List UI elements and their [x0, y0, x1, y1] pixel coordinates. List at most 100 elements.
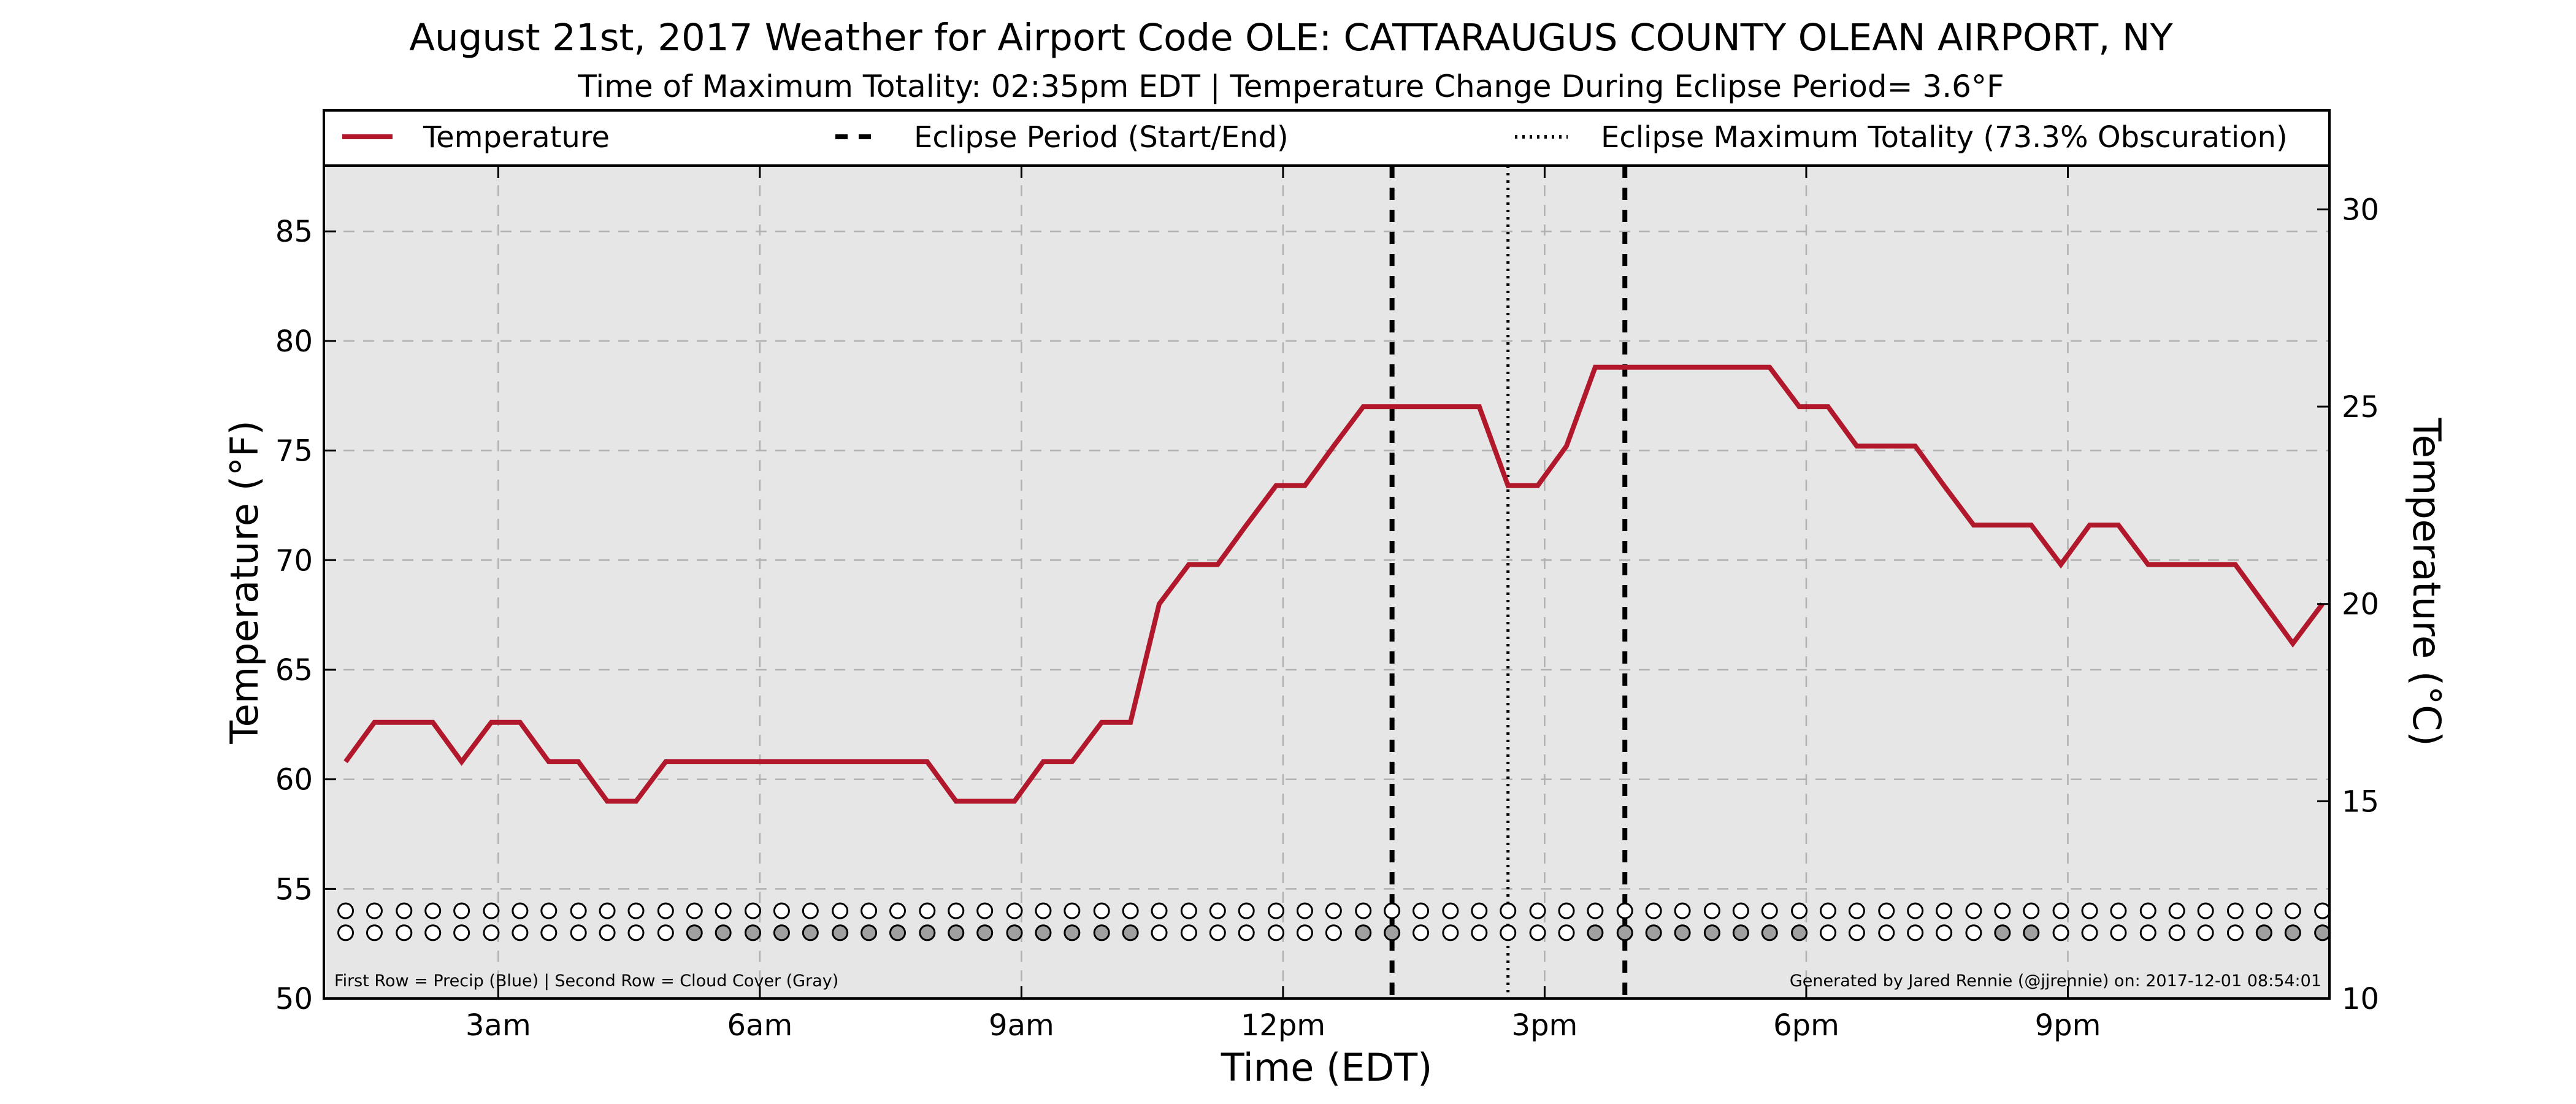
cloud-marker-27 — [1122, 924, 1139, 941]
cloud-marker-47 — [1703, 924, 1720, 941]
cloud-marker-55 — [1936, 924, 1953, 941]
cloud-marker-65 — [2226, 924, 2244, 941]
precip-marker-15 — [773, 902, 790, 919]
cloud-marker-37 — [1413, 924, 1430, 941]
cloud-marker-12 — [686, 924, 703, 941]
precip-marker-55 — [1936, 902, 1953, 919]
y-tick-label-0: 50 — [275, 982, 313, 1016]
precip-marker-24 — [1035, 902, 1052, 919]
cloud-marker-29 — [1180, 924, 1197, 941]
cloud-marker-31 — [1238, 924, 1255, 941]
cloud-marker-66 — [2255, 924, 2272, 941]
annotation-right: Generated by Jared Rennie (@jjrennie) on… — [1790, 972, 2321, 991]
precip-marker-45 — [1645, 902, 1662, 919]
cloud-marker-67 — [2284, 924, 2301, 941]
precip-marker-33 — [1296, 902, 1313, 919]
precip-marker-35 — [1355, 902, 1372, 919]
precip-marker-47 — [1703, 902, 1720, 919]
cloud-marker-41 — [1529, 924, 1546, 941]
cloud-marker-18 — [861, 924, 878, 941]
cloud-marker-56 — [1965, 924, 1982, 941]
cloud-marker-33 — [1296, 924, 1313, 941]
precip-marker-31 — [1238, 902, 1255, 919]
cloud-marker-17 — [832, 924, 849, 941]
y2-tick-label-1: 15 — [2342, 784, 2379, 819]
cloud-marker-44 — [1616, 924, 1633, 941]
precip-marker-14 — [744, 902, 761, 919]
cloud-marker-4 — [453, 924, 470, 941]
legend-eclipse-period-label: Eclipse Period (Start/End) — [914, 120, 1289, 155]
precip-marker-11 — [657, 902, 674, 919]
cloud-marker-8 — [570, 924, 587, 941]
precip-marker-51 — [1820, 902, 1836, 919]
cloud-marker-39 — [1471, 924, 1488, 941]
cloud-marker-49 — [1761, 924, 1778, 941]
cloud-marker-58 — [2023, 924, 2040, 941]
cloud-marker-36 — [1384, 924, 1401, 941]
cloud-marker-50 — [1791, 924, 1808, 941]
x-tick-label-3: 12pm — [1241, 1008, 1325, 1043]
cloud-marker-10 — [627, 924, 645, 941]
precip-marker-13 — [715, 902, 732, 919]
y2-tick-label-2: 20 — [2342, 588, 2379, 622]
cloud-marker-26 — [1093, 924, 1110, 941]
precip-marker-38 — [1442, 902, 1459, 919]
cloud-marker-53 — [1878, 924, 1895, 941]
precip-marker-57 — [1994, 902, 2011, 919]
precip-marker-56 — [1965, 902, 1982, 919]
precip-marker-58 — [2023, 902, 2040, 919]
cloud-marker-32 — [1268, 924, 1285, 941]
precip-marker-46 — [1674, 902, 1691, 919]
legend-box — [323, 109, 2331, 167]
series-group — [343, 364, 2325, 804]
plot-frame — [323, 164, 2331, 1000]
plot-area — [324, 166, 2329, 999]
precip-marker-29 — [1180, 902, 1197, 919]
cloud-marker-2 — [396, 924, 413, 941]
cloud-marker-23 — [1006, 924, 1023, 941]
legend-eclipse-max-label: Eclipse Maximum Totality (73.3% Obscurat… — [1601, 120, 2288, 155]
cloud-marker-30 — [1209, 924, 1226, 941]
cloud-marker-13 — [715, 924, 732, 941]
precip-marker-64 — [2197, 902, 2214, 919]
precip-marker-41 — [1529, 902, 1546, 919]
precip-marker-23 — [1006, 902, 1023, 919]
y-tick-label-7: 85 — [275, 215, 313, 249]
cloud-marker-60 — [2081, 924, 2098, 941]
cloud-marker-7 — [540, 924, 558, 941]
precip-marker-63 — [2168, 902, 2185, 919]
legend: Temperature Eclipse Period (Start/End) E… — [342, 120, 2288, 155]
cloud-marker-1 — [366, 924, 383, 941]
precip-marker-16 — [802, 902, 819, 919]
precip-marker-5 — [483, 902, 500, 919]
x-axis-label: Time (EDT) — [1221, 1045, 1433, 1090]
cloud-marker-64 — [2197, 924, 2214, 941]
precip-marker-25 — [1064, 902, 1081, 919]
cloud-marker-9 — [599, 924, 616, 941]
x-tick-label-1: 6am — [727, 1008, 793, 1043]
precip-marker-39 — [1471, 902, 1488, 919]
y-axis-right-ticks: 10 15 20 25 30 — [2317, 193, 2379, 1016]
precip-marker-52 — [1848, 902, 1865, 919]
precip-marker-27 — [1122, 902, 1139, 919]
y2-tick-label-3: 25 — [2342, 390, 2379, 424]
cloud-marker-19 — [889, 924, 907, 941]
cloud-marker-3 — [424, 924, 442, 941]
cloud-marker-52 — [1848, 924, 1865, 941]
cloud-marker-22 — [976, 924, 994, 941]
precip-marker-7 — [540, 902, 558, 919]
cloud-marker-34 — [1325, 924, 1342, 941]
cloud-marker-6 — [512, 924, 529, 941]
cloud-marker-61 — [2110, 924, 2127, 941]
precip-marker-18 — [861, 902, 878, 919]
precip-marker-53 — [1878, 902, 1895, 919]
annotation-left: First Row = Precip (Blue) | Second Row =… — [334, 972, 838, 991]
precip-marker-43 — [1587, 902, 1604, 919]
precip-marker-12 — [686, 902, 703, 919]
cloud-marker-0 — [337, 924, 355, 941]
precip-marker-32 — [1268, 902, 1285, 919]
cloud-marker-42 — [1558, 924, 1575, 941]
y-axis-right-label: Temperature (°C) — [2404, 417, 2449, 746]
cloud-marker-11 — [657, 924, 674, 941]
